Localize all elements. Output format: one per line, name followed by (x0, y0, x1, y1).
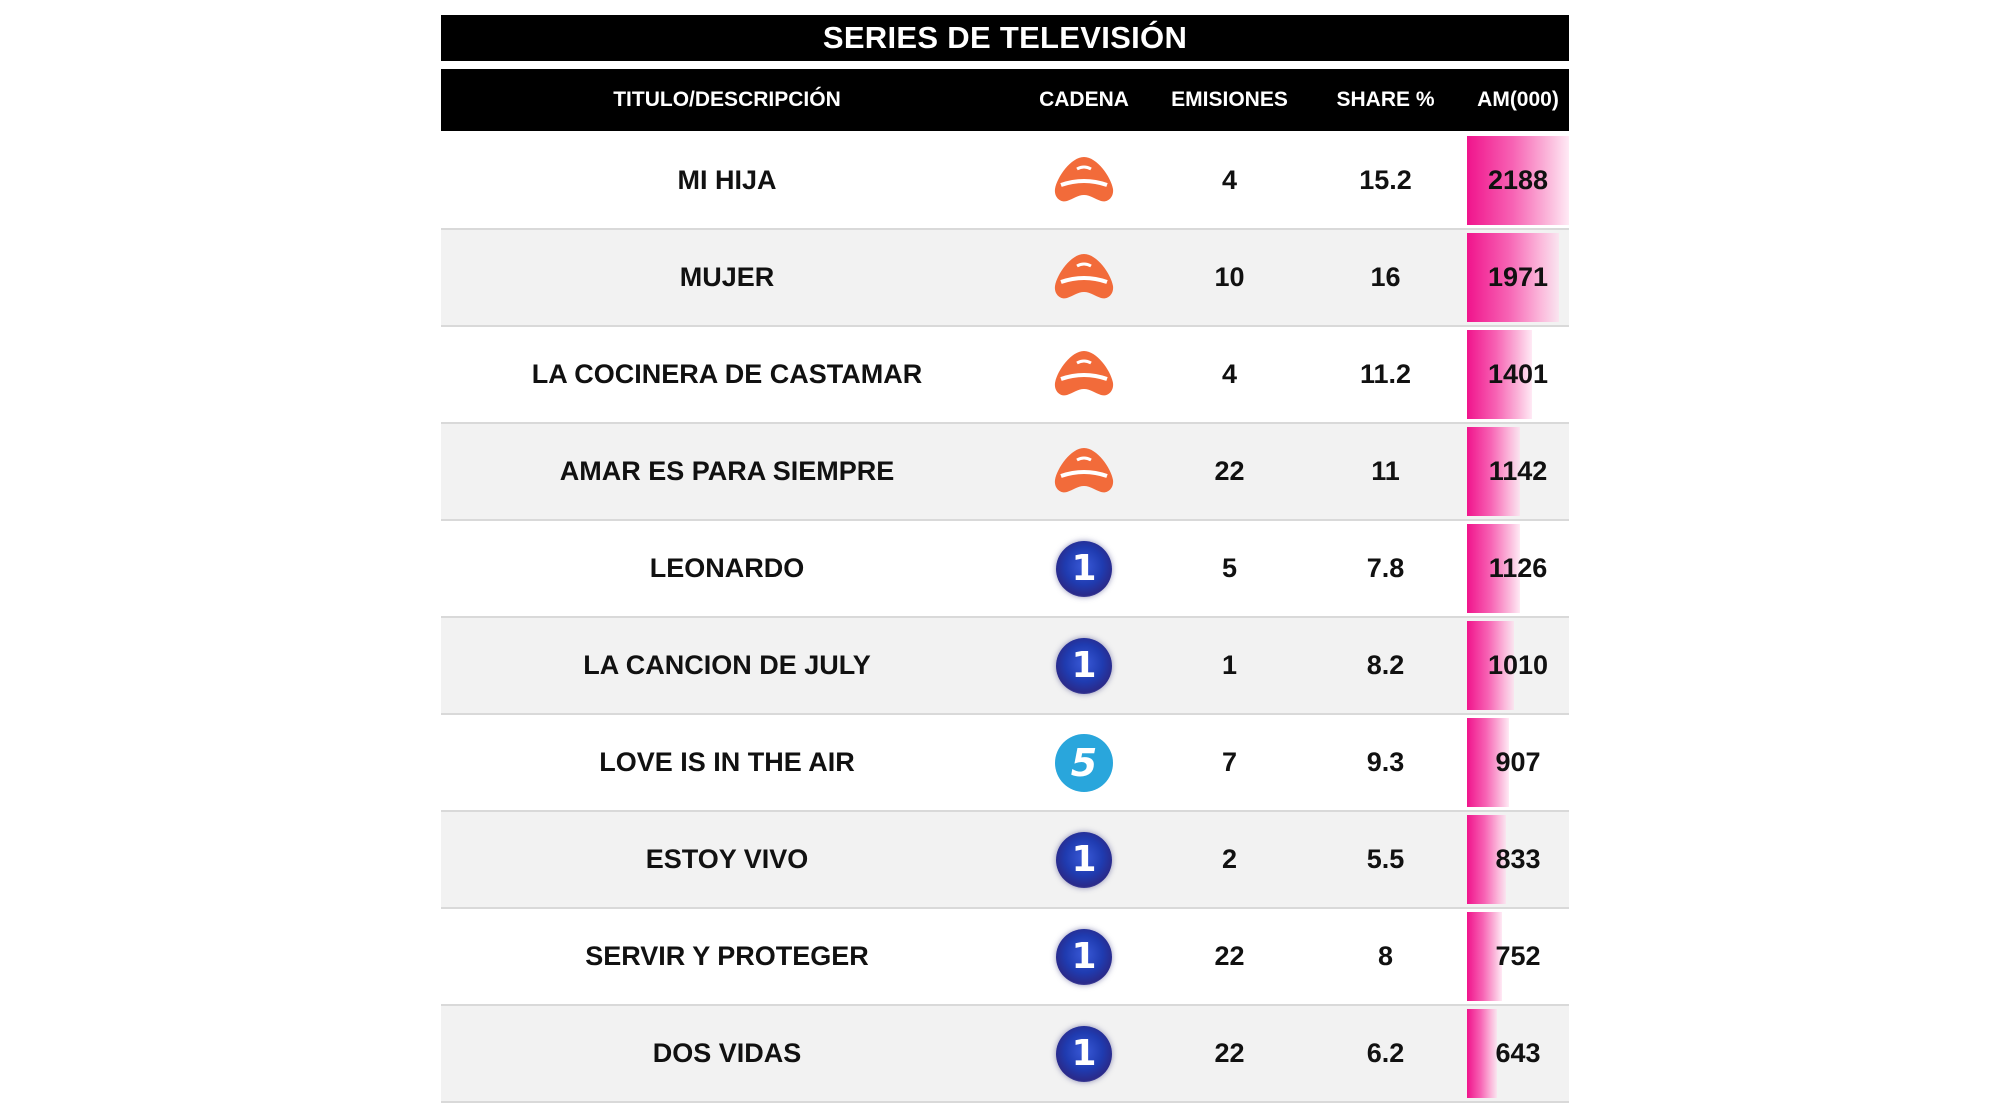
am-cell: 1142 (1467, 424, 1569, 519)
share-value: 8.2 (1366, 650, 1405, 680)
am-bar (1467, 718, 1510, 807)
table-row: ESTOY VIVO 1 2 5.5 833 (441, 812, 1569, 909)
tve1-logo-icon: 1 (1056, 540, 1112, 597)
series-title: ESTOY VIVO (645, 844, 809, 874)
am-bar (1467, 1009, 1497, 1098)
table-body: MI HIJA 4 15.2 2188 MUJER 10 16 1971 LA … (441, 133, 1569, 1103)
am-cell: 643 (1467, 1006, 1569, 1101)
am-cell: 752 (1467, 909, 1569, 1004)
series-title: LEONARDO (649, 553, 805, 583)
emissions-value: 22 (1214, 941, 1245, 971)
am-bar (1467, 427, 1521, 516)
am-value: 1971 (1487, 262, 1549, 292)
channel-cell (1013, 446, 1155, 498)
tve1-logo-icon: 1 (1056, 928, 1112, 985)
table-row: DOS VIDAS 1 22 6.2 643 (441, 1006, 1569, 1103)
am-value: 643 (1495, 1038, 1541, 1068)
am-bar (1467, 136, 1569, 225)
antena3-logo-icon (1053, 252, 1115, 304)
table-row: LEONARDO 1 5 7.8 1126 (441, 521, 1569, 618)
share-value: 9.3 (1366, 747, 1405, 777)
share-value: 11.2 (1359, 359, 1412, 389)
am-cell: 2188 (1467, 133, 1569, 228)
series-title: LA CANCION DE JULY (583, 650, 871, 680)
am-value: 2188 (1487, 165, 1549, 195)
share-value: 6.2 (1366, 1038, 1405, 1068)
emissions-value: 22 (1214, 1038, 1245, 1068)
emissions-value: 7 (1221, 747, 1238, 777)
am-cell: 833 (1467, 812, 1569, 907)
table-row: MUJER 10 16 1971 (441, 230, 1569, 327)
channel-cell (1013, 349, 1155, 401)
series-title: LOVE IS IN THE AIR (599, 747, 855, 777)
header-am: AM(000) (1477, 88, 1559, 111)
channel-cell: 1 (1013, 831, 1155, 888)
antena3-logo-icon (1053, 446, 1115, 498)
series-title: DOS VIDAS (652, 1038, 802, 1068)
antena3-logo-icon (1053, 155, 1115, 207)
share-value: 5.5 (1366, 844, 1405, 874)
emissions-value: 5 (1221, 553, 1238, 583)
am-cell: 907 (1467, 715, 1569, 810)
am-value: 1401 (1487, 359, 1549, 389)
am-value: 752 (1495, 941, 1541, 971)
table-row: SERVIR Y PROTEGER 1 22 8 752 (441, 909, 1569, 1006)
series-title: MUJER (679, 262, 775, 292)
am-cell: 1010 (1467, 618, 1569, 713)
table-row: LA CANCION DE JULY 1 1 8.2 1010 (441, 618, 1569, 715)
am-bar (1467, 815, 1506, 904)
table-row: MI HIJA 4 15.2 2188 (441, 133, 1569, 230)
channel-cell: 1 (1013, 540, 1155, 597)
channel-cell: 1 (1013, 928, 1155, 985)
table-row: AMAR ES PARA SIEMPRE 22 11 1142 (441, 424, 1569, 521)
emissions-value: 4 (1221, 165, 1238, 195)
share-value: 16 (1370, 262, 1401, 292)
channel-cell (1013, 252, 1155, 304)
share-value: 7.8 (1366, 553, 1405, 583)
am-bar (1467, 912, 1503, 1001)
series-title: SERVIR Y PROTEGER (585, 941, 869, 971)
header-channel: CADENA (1039, 88, 1129, 111)
table-row: LOVE IS IN THE AIR 5 7 9.3 907 (441, 715, 1569, 812)
table-row: LA COCINERA DE CASTAMAR 4 11.2 1401 (441, 327, 1569, 424)
emissions-value: 22 (1214, 456, 1245, 486)
share-value: 15.2 (1359, 165, 1412, 195)
channel-cell (1013, 155, 1155, 207)
emissions-value: 4 (1221, 359, 1238, 389)
am-bar (1467, 233, 1559, 322)
share-value: 11 (1371, 456, 1400, 486)
emissions-value: 1 (1221, 650, 1238, 680)
series-title: MI HIJA (677, 165, 777, 195)
am-value: 1010 (1487, 650, 1549, 680)
channel-cell: 1 (1013, 637, 1155, 694)
series-title: LA COCINERA DE CASTAMAR (531, 359, 923, 389)
series-title: AMAR ES PARA SIEMPRE (559, 456, 895, 486)
channel-cell: 1 (1013, 1025, 1155, 1082)
series-ranking-table: SERIES DE TELEVISIÓN TITULO/DESCRIPCIÓN … (441, 15, 1569, 1103)
table-title: SERIES DE TELEVISIÓN (441, 15, 1569, 61)
header-emissions: EMISIONES (1171, 88, 1288, 111)
am-bar (1467, 524, 1520, 613)
am-value: 1142 (1488, 456, 1548, 486)
am-value: 1126 (1488, 553, 1548, 583)
header-title: TITULO/DESCRIPCIÓN (613, 88, 841, 111)
header-share: SHARE % (1336, 88, 1435, 111)
am-value: 907 (1495, 747, 1541, 777)
emissions-value: 2 (1221, 844, 1238, 874)
tve1-logo-icon: 1 (1056, 1025, 1112, 1082)
header-row: TITULO/DESCRIPCIÓN CADENA EMISIONES SHAR… (441, 69, 1569, 131)
tve1-logo-icon: 1 (1056, 637, 1112, 694)
share-value: 8 (1377, 941, 1394, 971)
telecinco-logo-icon: 5 (1055, 733, 1113, 792)
am-cell: 1401 (1467, 327, 1569, 422)
antena3-logo-icon (1053, 349, 1115, 401)
am-cell: 1126 (1467, 521, 1569, 616)
am-cell: 1971 (1467, 230, 1569, 325)
tve1-logo-icon: 1 (1056, 831, 1112, 888)
am-bar (1467, 621, 1515, 710)
am-bar (1467, 330, 1533, 419)
emissions-value: 10 (1214, 262, 1245, 292)
channel-cell: 5 (1013, 733, 1155, 792)
am-value: 833 (1495, 844, 1541, 874)
